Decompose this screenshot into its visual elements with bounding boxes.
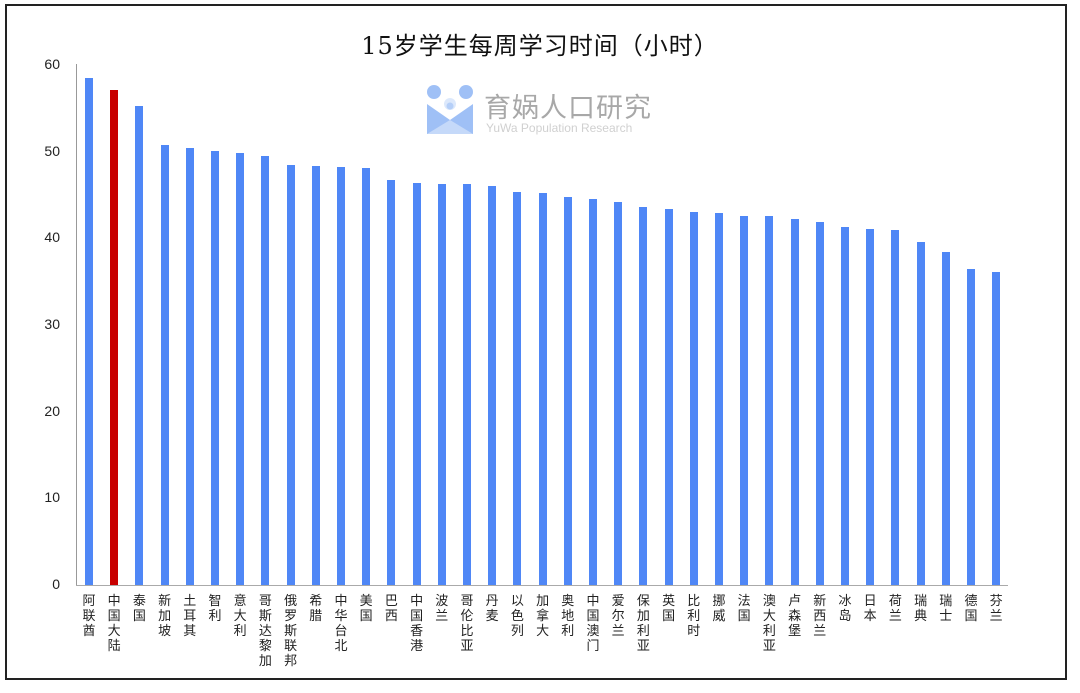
- bar: [589, 199, 597, 585]
- x-tick-label: 荷兰: [888, 594, 902, 624]
- x-tick-label: 哥伦比亚: [460, 594, 474, 654]
- x-tick-label: 中国香港: [410, 594, 424, 654]
- x-tick-label: 意大利: [233, 594, 247, 639]
- y-tick-label: 0: [52, 576, 60, 592]
- bar: [790, 219, 799, 585]
- bar: [563, 196, 572, 585]
- bar: [513, 191, 522, 585]
- x-tick-label: 芬兰: [989, 594, 1003, 624]
- y-tick-label: 30: [44, 316, 60, 332]
- x-tick-label: 新加坡: [158, 594, 172, 639]
- x-tick-label: 英国: [662, 594, 676, 624]
- x-tick-label: 日本: [863, 594, 877, 624]
- yuwa-logo-icon: [427, 85, 473, 134]
- bar: [110, 90, 119, 585]
- bar: [387, 180, 396, 585]
- bar: [337, 167, 345, 585]
- x-tick-label: 比利时: [687, 594, 701, 639]
- bar: [664, 208, 673, 585]
- chart-frame: [5, 4, 1067, 680]
- watermark: 育娲人口研究 YuWa Population Research: [426, 84, 666, 140]
- x-tick-label: 卢森堡: [788, 594, 802, 639]
- x-tick-label: 巴西: [384, 594, 398, 624]
- watermark-name-cn: 育娲人口研究: [484, 93, 652, 124]
- x-tick-label: 瑞士: [939, 594, 953, 624]
- x-tick-label: 智利: [208, 594, 222, 624]
- x-tick-label: 波兰: [435, 594, 449, 624]
- y-tick-label: 20: [44, 402, 60, 419]
- x-tick-label: 俄罗斯联邦: [284, 594, 298, 669]
- x-tick-label: 丹麦: [485, 594, 499, 624]
- y-axis-line: [76, 64, 77, 586]
- bar: [740, 215, 749, 585]
- bar: [815, 221, 824, 585]
- x-tick-label: 希腊: [309, 594, 323, 624]
- x-tick-label: 哥斯达黎加: [258, 594, 272, 669]
- x-axis-line: [76, 585, 1008, 586]
- bar: [866, 228, 875, 585]
- bar: [891, 229, 900, 585]
- bar: [211, 150, 219, 585]
- x-tick-label: 中华台北: [334, 594, 348, 654]
- x-tick-label: 法国: [737, 594, 751, 624]
- x-tick-label: 中国澳门: [586, 594, 600, 654]
- x-tick-label: 以色列: [510, 594, 524, 639]
- x-tick-label: 阿联酋: [82, 594, 96, 639]
- bar: [488, 186, 497, 585]
- bar: [765, 215, 774, 585]
- x-tick-label: 泰国: [132, 594, 146, 624]
- x-tick-label: 新西兰: [813, 594, 827, 639]
- bar: [639, 207, 648, 585]
- x-tick-label: 爱尔兰: [611, 594, 625, 639]
- bar: [311, 166, 320, 585]
- bar: [437, 183, 446, 585]
- bar: [941, 252, 950, 585]
- x-tick-label: 美国: [359, 594, 373, 624]
- y-tick-label: 60: [44, 56, 60, 72]
- x-tick-label: 加拿大: [536, 594, 550, 639]
- y-tick-label: 10: [44, 489, 60, 506]
- bar: [614, 201, 623, 585]
- bar: [160, 144, 169, 585]
- bar: [362, 168, 371, 585]
- x-tick-label: 冰岛: [838, 594, 852, 624]
- bar: [841, 227, 849, 585]
- x-tick-label: 瑞典: [914, 594, 928, 624]
- x-tick-label: 中国大陆: [107, 594, 121, 654]
- x-tick-label: 土耳其: [183, 594, 197, 639]
- bar: [715, 213, 723, 585]
- x-tick-label: 澳大利亚: [762, 594, 776, 654]
- y-tick-label: 40: [44, 229, 60, 246]
- bar: [463, 183, 471, 585]
- chart-title: 15岁学生每周学习时间（小时）: [361, 32, 719, 60]
- x-tick-label: 挪威: [712, 594, 726, 624]
- bar: [992, 272, 1001, 585]
- bar: [85, 78, 93, 585]
- watermark-name-en: YuWa Population Research: [486, 121, 633, 135]
- bar: [916, 241, 925, 585]
- y-tick-label: 50: [44, 142, 60, 159]
- x-tick-label: 奥地利: [561, 594, 575, 639]
- bar: [185, 148, 194, 585]
- bar: [236, 153, 245, 585]
- x-tick-label: 保加利亚: [636, 594, 650, 654]
- x-tick-label: 德国: [964, 594, 978, 624]
- bar: [286, 164, 295, 585]
- bar: [261, 156, 270, 585]
- bar: [689, 212, 698, 585]
- bar: [967, 268, 975, 585]
- bar: [538, 193, 547, 585]
- bar: [412, 182, 421, 585]
- bar: [135, 105, 144, 585]
